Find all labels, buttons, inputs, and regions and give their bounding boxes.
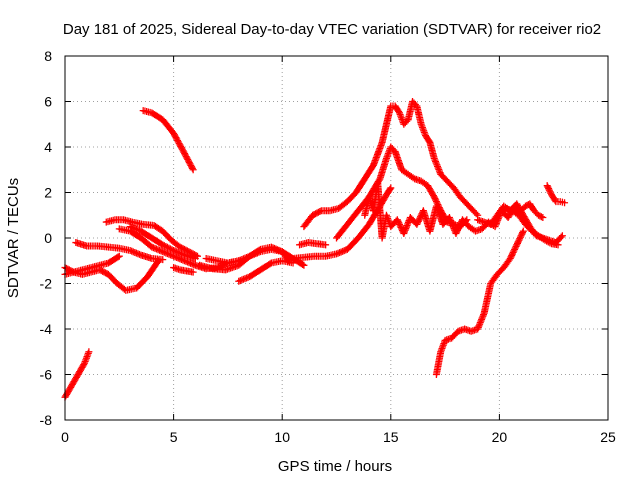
series-arc-4 (61, 252, 123, 278)
series-markers (235, 257, 297, 285)
series-arc-2 (139, 107, 197, 174)
series-markers (432, 227, 527, 378)
y-axis-label: SDTVAR / TECUs (5, 178, 22, 298)
y-tick-label: 8 (44, 48, 52, 64)
series-arc-6 (102, 216, 201, 260)
x-tick-label: 20 (492, 429, 508, 445)
series-arc-17 (361, 179, 525, 242)
series-arc-18 (432, 227, 527, 378)
series-markers (170, 264, 197, 276)
x-tick-label: 5 (170, 429, 178, 445)
series-arc-20 (495, 204, 562, 249)
x-axis-label: GPS time / hours (278, 458, 392, 475)
series-markers (543, 182, 569, 207)
y-tick-label: -8 (40, 412, 53, 428)
series-arc-14 (296, 239, 330, 249)
series-arc-8 (126, 223, 199, 262)
series-arc-21 (517, 200, 547, 222)
series-markers (361, 179, 525, 242)
y-tick-label: 4 (44, 139, 52, 155)
series-arc-5 (72, 239, 167, 264)
y-tick-label: 6 (44, 94, 52, 110)
x-tick-label: 25 (600, 429, 616, 445)
x-tick-label: 0 (61, 429, 69, 445)
y-tick-label: 0 (44, 230, 52, 246)
x-tick-label: 10 (274, 429, 290, 445)
series-arc-22 (543, 182, 569, 207)
series-markers (139, 107, 197, 174)
series-markers (517, 200, 547, 222)
series-arc-9 (170, 264, 197, 276)
plot-frame (64, 55, 609, 421)
x-tick-label: 15 (383, 429, 399, 445)
series-arc-15 (300, 98, 482, 231)
series-markers (61, 252, 123, 278)
plot-area (61, 98, 569, 401)
series-markers (300, 98, 482, 231)
series-markers (126, 223, 199, 262)
series-markers (202, 245, 308, 269)
series-markers (495, 204, 562, 249)
series-arc-12 (235, 257, 297, 285)
tick-labels: 0 5 10 15 20 25 -8 -6 -4 -2 0 2 4 6 8 (40, 48, 616, 445)
y-tick-label: 2 (44, 185, 52, 201)
chart-title: Day 181 of 2025, Sidereal Day-to-day VTE… (63, 21, 601, 38)
y-tick-label: -6 (40, 367, 53, 383)
series-markers (296, 239, 330, 249)
y-tick-label: -2 (40, 276, 53, 292)
y-tick-label: -4 (40, 321, 53, 337)
series-markers (102, 216, 201, 260)
series-markers (72, 239, 167, 264)
series-arc-11 (202, 245, 308, 269)
